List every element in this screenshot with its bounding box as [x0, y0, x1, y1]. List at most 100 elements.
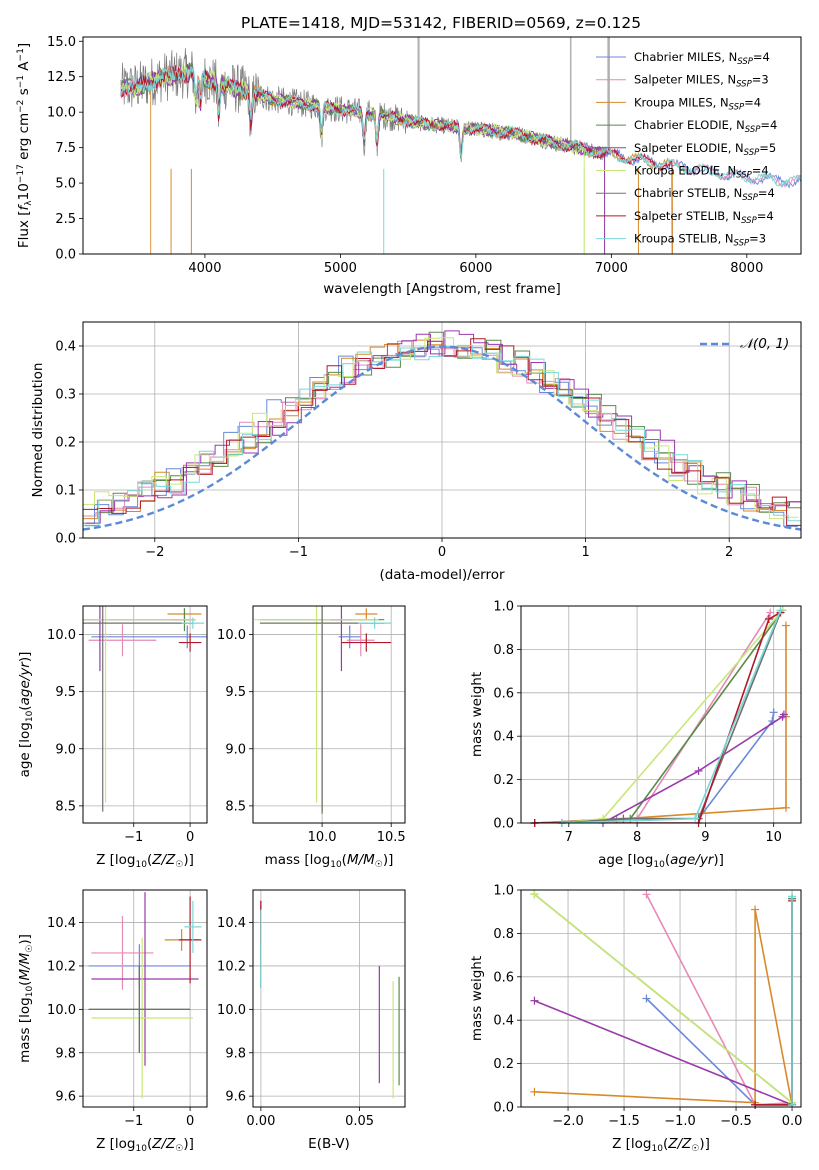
- x-tick-label: 1: [581, 545, 589, 560]
- y-tick-label: 8.5: [55, 799, 76, 814]
- legend-label: Salpeter ELODIE, NSSP=5: [634, 141, 776, 158]
- label-part: ☉: [175, 1144, 183, 1154]
- label-part: 10: [136, 860, 148, 870]
- y-tick-label: 10.0: [47, 106, 76, 121]
- label-part: )]: [383, 852, 394, 868]
- y-tick-label: 9.0: [225, 742, 246, 757]
- y-tick-label: 9.8: [55, 1046, 76, 1061]
- mass-weight-marker: [694, 766, 703, 775]
- y-tick-label: 2.5: [55, 212, 76, 227]
- label-part: (: [17, 981, 33, 986]
- y-tick-label: 12.5: [47, 70, 76, 85]
- age-vs-Z-frame: [82, 605, 208, 824]
- mass-weight-series: [534, 611, 781, 823]
- y-tick-label: 9.5: [225, 685, 246, 700]
- mass-weight-vs-Z-frame: [520, 889, 802, 1108]
- x-tick-label: 0.05: [345, 1114, 374, 1129]
- y-tick-label: 9.5: [55, 685, 76, 700]
- x-tick-label: 7000: [595, 261, 628, 276]
- model-spectrum: [120, 65, 673, 254]
- mass-weight-marker: [779, 710, 788, 719]
- y-tick-label: 15.0: [47, 35, 76, 50]
- label-part: erg cm: [16, 113, 32, 164]
- label-part: −17: [16, 164, 26, 183]
- y-tick-label: 5.0: [55, 177, 76, 192]
- errorbar-point: [338, 625, 361, 649]
- age-vs-Z-xlabel: Z [log10(Z/Z☉)]: [96, 852, 194, 870]
- x-tick-label: −1: [124, 1114, 143, 1129]
- mass-weight-vs-age-frame: [520, 605, 802, 824]
- x-tick-label: −1: [124, 830, 143, 845]
- legend-label-main: Salpeter STELIB, N: [634, 209, 741, 223]
- errorbar-point: [91, 937, 193, 1099]
- legend-label-main: Salpeter ELODIE, N: [634, 141, 744, 155]
- errorbar-point: [178, 896, 202, 984]
- x-tick-label: 2: [725, 545, 733, 560]
- histogram-series: [83, 340, 800, 517]
- label-part: (: [17, 705, 33, 710]
- label-part: (: [147, 1136, 152, 1152]
- label-part: log: [17, 997, 33, 1018]
- label-part: M/M: [17, 952, 33, 980]
- y-tick-label: 0.0: [55, 532, 76, 547]
- label-part: 10: [25, 710, 35, 722]
- legend-label-sub: SSP: [741, 216, 757, 226]
- label-part: mass [: [265, 852, 310, 868]
- mass-weight-series: [561, 609, 782, 823]
- label-part: )]: [17, 934, 33, 945]
- label-part: 10: [653, 860, 665, 870]
- label-part: age/yr: [670, 852, 715, 868]
- legend-label-sub: SSP: [744, 148, 760, 158]
- mass-weight-marker: [751, 905, 760, 914]
- legend-label-sub: SSP: [736, 80, 752, 90]
- label-part: −2: [16, 100, 26, 113]
- mass-weight-marker: [642, 994, 651, 1003]
- x-tick-label: −1: [289, 545, 308, 560]
- x-tick-label: 0: [186, 1114, 194, 1129]
- errorbar-point: [346, 624, 375, 657]
- x-tick-label: 7: [565, 830, 573, 845]
- spectrum-xlabel: wavelength [Angstrom, rest frame]: [323, 281, 561, 297]
- legend-label-sub: SSP: [745, 125, 761, 135]
- y-tick-label: 9.8: [225, 1046, 246, 1061]
- x-tick-label: 10.5: [377, 830, 406, 845]
- label-part: Z/Z: [667, 1136, 692, 1152]
- axes-age-vs-mass: 10.0 10.5 8.5 9.0 9.5 10.0: [217, 606, 406, 845]
- label-part: log: [633, 852, 654, 868]
- legend-label: Chabrier MILES, NSSP=4: [634, 50, 770, 67]
- errorbar-point: [83, 606, 196, 803]
- mass-weight-series: [561, 609, 784, 823]
- label-part: ☉: [25, 945, 35, 953]
- y-tick-label: 10.0: [47, 628, 76, 643]
- y-tick-label: 0.2: [55, 436, 76, 451]
- mass-vs-Z-frame: [82, 889, 208, 1108]
- histogram-series: [83, 347, 799, 527]
- mass-weight-marker: [776, 606, 785, 615]
- y-tick-label: 0.6: [493, 970, 514, 985]
- x-tick-label: −2.0: [552, 1114, 584, 1129]
- legend-label-sub: SSP: [734, 239, 750, 249]
- legend-label-main: Chabrier STELIB, N: [634, 186, 742, 200]
- label-part: 10: [330, 860, 342, 870]
- mass-weight-marker: [642, 890, 651, 899]
- label-part: 10: [16, 183, 32, 200]
- label-part: Flux [: [16, 210, 32, 248]
- mass-weight-marker: [788, 892, 797, 901]
- mass-weight-series: [534, 625, 787, 823]
- model-spectrum: [120, 64, 606, 254]
- y-tick-label: 0.4: [493, 730, 514, 745]
- y-tick-label: 0.4: [493, 1014, 514, 1029]
- label-part: λ: [24, 200, 34, 206]
- legend-label: Kroupa STELIB, NSSP=3: [634, 232, 766, 249]
- y-tick-label: 10.0: [47, 1003, 76, 1018]
- label-part: −1: [16, 75, 26, 88]
- label-part: ☉: [175, 860, 183, 870]
- y-tick-label: 0.0: [493, 1101, 514, 1116]
- axes-residual-histogram: −2 −1 0 1 2 0.0 0.1 0.2 0.3 0.4: [55, 322, 801, 560]
- legend-label-sub: SSP: [736, 171, 752, 181]
- y-tick-label: 0.0: [493, 817, 514, 832]
- mass-weight-series: [561, 609, 784, 823]
- errorbar-point: [355, 608, 378, 620]
- label-part: Z [: [96, 1136, 115, 1152]
- label-part: Z/Z: [151, 1136, 176, 1152]
